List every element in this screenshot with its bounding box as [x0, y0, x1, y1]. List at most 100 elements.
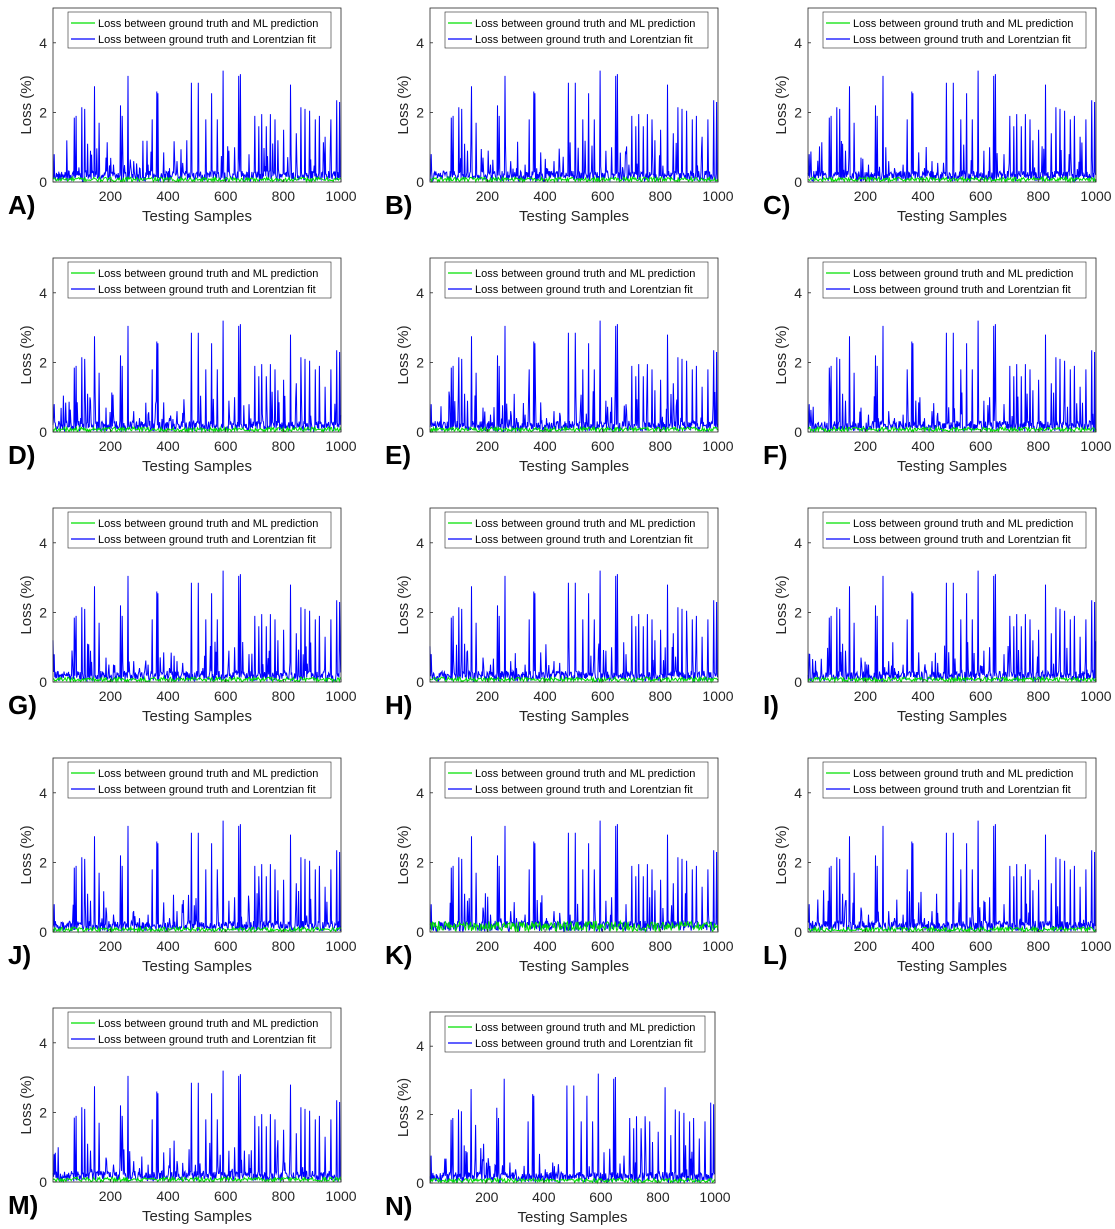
- x-axis-label: Testing Samples: [519, 958, 629, 975]
- x-axis-label: Testing Samples: [142, 458, 252, 475]
- x-tick-label: 200: [99, 938, 123, 954]
- legend-lorentzian-label: Loss between ground truth and Lorentzian…: [98, 34, 316, 46]
- x-tick-label: 800: [649, 688, 673, 704]
- x-tick-label: 1000: [699, 1189, 730, 1205]
- legend-lorentzian-label: Loss between ground truth and Lorentzian…: [853, 284, 1071, 296]
- lorentzian-loss-line: [52, 70, 342, 183]
- ml-loss-line: [429, 175, 719, 184]
- y-tick-label: 2: [794, 104, 802, 120]
- legend-ml-label: Loss between ground truth and ML predict…: [475, 268, 695, 280]
- y-tick-label: 2: [416, 604, 424, 620]
- panel-label: K): [385, 940, 412, 970]
- x-tick-label: 400: [156, 938, 180, 954]
- y-tick-label: 0: [794, 174, 802, 190]
- x-tick-label: 400: [156, 688, 180, 704]
- x-tick-label: 600: [214, 188, 238, 204]
- x-tick-label: 200: [476, 688, 500, 704]
- legend-ml-label: Loss between ground truth and ML predict…: [98, 1018, 318, 1030]
- y-tick-label: 4: [416, 35, 424, 51]
- y-tick-label: 0: [416, 674, 424, 690]
- legend-box: [822, 261, 1087, 299]
- ml-loss-line: [807, 675, 1097, 684]
- x-tick-label: 600: [591, 188, 615, 204]
- x-tick-label: 600: [591, 938, 615, 954]
- x-tick-label: 400: [156, 188, 180, 204]
- panel-1: 200 400 600 800 1000 0 2 4 Testing Samples Loss (…: [8, 7, 357, 225]
- y-axis-label: Loss (%): [18, 1075, 35, 1134]
- y-tick-label: 4: [794, 535, 802, 551]
- panel-label: G): [8, 690, 37, 720]
- x-tick-label: 1000: [702, 188, 733, 204]
- y-tick-label: 4: [416, 785, 424, 801]
- panel-11: 200 400 600 800 1000 0 2 4 Testing Samples Loss (…: [385, 757, 734, 975]
- x-axis-label: Testing Samples: [897, 208, 1007, 225]
- lorentzian-loss-line: [807, 70, 1097, 184]
- y-axis-label: Loss (%): [773, 575, 790, 634]
- x-tick-label: 600: [214, 438, 238, 454]
- x-tick-label: 400: [533, 938, 557, 954]
- y-tick-label: 0: [416, 424, 424, 440]
- panel-12: 200 400 600 800 1000 0 2 4 Testing Samples Loss (…: [763, 757, 1112, 975]
- lorentzian-loss-line: [52, 820, 342, 933]
- ml-loss-line: [52, 925, 342, 934]
- y-axis-label: Loss (%): [773, 825, 790, 884]
- lorentzian-loss-line: [429, 1073, 716, 1184]
- x-tick-label: 600: [969, 688, 993, 704]
- lorentzian-loss-line: [52, 1070, 341, 1183]
- x-tick-label: 400: [156, 1188, 180, 1204]
- y-axis-label: Loss (%): [18, 575, 35, 634]
- y-tick-label: 4: [39, 1035, 47, 1051]
- x-tick-label: 800: [1027, 688, 1051, 704]
- x-tick-label: 800: [272, 938, 296, 954]
- x-axis-label: Testing Samples: [142, 708, 252, 725]
- y-axis-label: Loss (%): [18, 75, 35, 134]
- x-tick-label: 200: [854, 938, 878, 954]
- panel-9: 200 400 600 800 1000 0 2 4 Testing Samples Loss (…: [763, 507, 1112, 725]
- legend-box: [67, 511, 332, 549]
- y-tick-label: 2: [39, 354, 47, 370]
- axes-box: [807, 257, 1097, 433]
- lorentzian-loss-line: [807, 570, 1097, 684]
- legend-lorentzian-label: Loss between ground truth and Lorentzian…: [853, 534, 1071, 546]
- axes-box: [429, 507, 719, 683]
- y-tick-label: 4: [794, 785, 802, 801]
- panel-label: M): [8, 1190, 38, 1220]
- x-axis-label: Testing Samples: [517, 1209, 627, 1226]
- y-tick-label: 4: [416, 1038, 424, 1054]
- x-tick-label: 400: [533, 438, 557, 454]
- y-tick-label: 4: [794, 285, 802, 301]
- x-axis-label: Testing Samples: [897, 708, 1007, 725]
- legend-box: [67, 761, 332, 799]
- legend-lorentzian-label: Loss between ground truth and Lorentzian…: [853, 784, 1071, 796]
- y-tick-label: 2: [39, 1104, 47, 1120]
- y-tick-label: 2: [39, 854, 47, 870]
- y-tick-label: 0: [39, 174, 47, 190]
- ml-loss-line: [52, 1175, 342, 1184]
- legend-box: [444, 511, 709, 549]
- x-tick-label: 600: [214, 938, 238, 954]
- panel-4: 200 400 600 800 1000 0 2 4 Testing Samples Loss (…: [8, 257, 357, 475]
- panel-label: C): [763, 190, 790, 220]
- y-tick-label: 0: [416, 174, 424, 190]
- y-tick-label: 0: [39, 674, 47, 690]
- axes-box: [807, 757, 1097, 933]
- x-tick-label: 200: [99, 438, 123, 454]
- panel-label: L): [763, 940, 788, 970]
- x-tick-label: 600: [214, 688, 238, 704]
- x-tick-label: 600: [214, 1188, 238, 1204]
- y-tick-label: 2: [39, 104, 47, 120]
- legend-box: [822, 761, 1087, 799]
- panel-3: 200 400 600 800 1000 0 2 4 Testing Samples Loss (…: [763, 7, 1112, 225]
- x-tick-label: 200: [476, 188, 500, 204]
- x-tick-label: 1000: [325, 1188, 356, 1204]
- legend-ml-label: Loss between ground truth and ML predict…: [475, 18, 695, 30]
- legend-lorentzian-label: Loss between ground truth and Lorentzian…: [475, 534, 693, 546]
- x-axis-label: Testing Samples: [519, 208, 629, 225]
- panel-6: 200 400 600 800 1000 0 2 4 Testing Samples Loss (…: [763, 257, 1112, 475]
- panel-label: H): [385, 690, 412, 720]
- x-tick-label: 600: [969, 188, 993, 204]
- y-axis-label: Loss (%): [395, 325, 412, 384]
- panel-label: B): [385, 190, 412, 220]
- axes-box: [429, 757, 719, 933]
